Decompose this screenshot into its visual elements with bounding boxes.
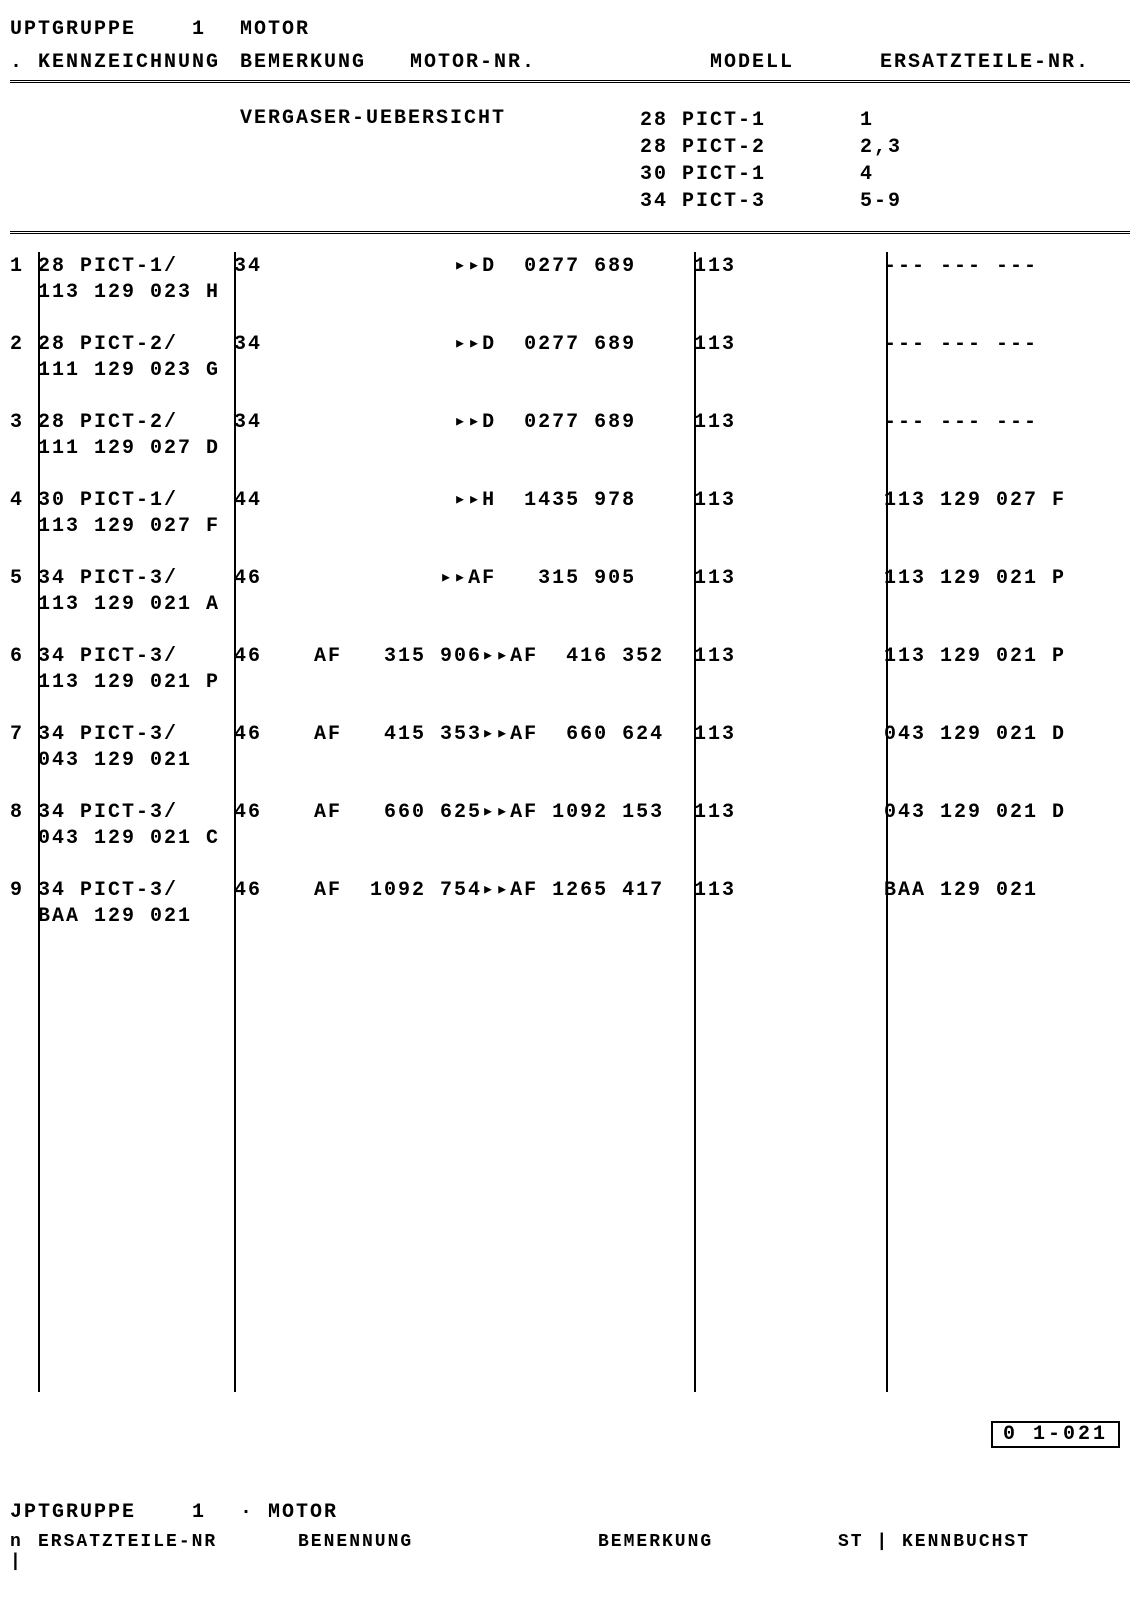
footer-bemerkung: BEMERKUNG — [598, 1532, 838, 1572]
row-modell: 113 — [694, 252, 884, 280]
double-rule — [10, 80, 1130, 83]
row-motor-nr: AF 415 353▸▸AF 660 624 — [314, 720, 694, 748]
row-modell: 113 — [694, 486, 884, 514]
motor-label: MOTOR — [240, 18, 440, 41]
row-ersatzteile: 113 129 021 P — [884, 642, 1094, 670]
row-kennzeichnung: 34 PICT-3/ 043 129 021 — [38, 720, 234, 774]
row-modell: 113 — [694, 720, 884, 748]
row-ersatzteile: 113 129 021 P — [884, 564, 1094, 592]
footer: 0 1-021 JPTGRUPPE 1 · MOTOR n | ERSATZTE… — [10, 1461, 1130, 1572]
footer-motor: · MOTOR — [240, 1501, 440, 1524]
row-motor-nr: ▸▸D 0277 689 — [314, 408, 694, 436]
column-rule — [694, 252, 696, 1392]
row-kennzeichnung: 28 PICT-2/ 111 129 027 D — [38, 408, 234, 462]
row-index: 8 — [10, 798, 38, 826]
uptgruppe-num: 1 — [192, 18, 206, 41]
row-ersatzteile: --- --- --- — [884, 408, 1094, 436]
double-rule-2 — [10, 231, 1130, 234]
row-kennzeichnung: 30 PICT-1/ 113 129 027 F — [38, 486, 234, 540]
row-bemerkung: 44 — [234, 486, 314, 514]
header-row-1: UPTGRUPPE 1 MOTOR — [10, 0, 1130, 41]
table-row: 328 PICT-2/ 111 129 027 D34 ▸▸D 0277 689… — [10, 408, 1130, 486]
overview-ers: 1 2,3 4 5-9 — [860, 107, 1060, 215]
footer-benennung: BENENNUNG — [298, 1532, 598, 1572]
row-kennzeichnung: 28 PICT-2/ 111 129 023 G — [38, 330, 234, 384]
header-row-2: . KENNZEICHNUNG BEMERKUNG MOTOR-NR. MODE… — [10, 51, 1130, 74]
row-modell: 113 — [694, 876, 884, 904]
col-ersatzteile-nr: ERSATZTEILE-NR. — [880, 51, 1110, 74]
table-row: 834 PICT-3/ 043 129 021 C46AF 660 625▸▸A… — [10, 798, 1130, 876]
row-modell: 113 — [694, 330, 884, 358]
row-motor-nr: AF 660 625▸▸AF 1092 153 — [314, 798, 694, 826]
row-bemerkung: 46 — [234, 876, 314, 904]
table-row: 128 PICT-1/ 113 129 023 H34 ▸▸D 0277 689… — [10, 252, 1130, 330]
row-kennzeichnung: 34 PICT-3/ 113 129 021 P — [38, 642, 234, 696]
row-ersatzteile: --- --- --- — [884, 330, 1094, 358]
row-motor-nr: AF 315 906▸▸AF 416 352 — [314, 642, 694, 670]
row-motor-nr: ▸▸D 0277 689 — [314, 252, 694, 280]
row-motor-nr: ▸▸AF 315 905 — [314, 564, 694, 592]
row-kennzeichnung: 34 PICT-3/ BAA 129 021 — [38, 876, 234, 930]
document-page: UPTGRUPPE 1 MOTOR . KENNZEICHNUNG BEMERK… — [0, 0, 1140, 1600]
row-bemerkung: 46 — [234, 720, 314, 748]
row-kennzeichnung: 28 PICT-1/ 113 129 023 H — [38, 252, 234, 306]
row-index: 2 — [10, 330, 38, 358]
table-row: 734 PICT-3/ 043 129 02146AF 415 353▸▸AF … — [10, 720, 1130, 798]
row-ersatzteile: BAA 129 021 — [884, 876, 1094, 904]
row-motor-nr: ▸▸D 0277 689 — [314, 330, 694, 358]
footer-uptgruppe-num: 1 — [192, 1501, 206, 1524]
col-modell: MODELL — [710, 51, 880, 74]
column-rule — [886, 252, 888, 1392]
row-bemerkung: 34 — [234, 330, 314, 358]
row-modell: 113 — [694, 564, 884, 592]
row-index: 7 — [10, 720, 38, 748]
col-motor-nr: MOTOR-NR. — [410, 51, 710, 74]
row-index: 1 — [10, 252, 38, 280]
row-index: 5 — [10, 564, 38, 592]
table-row: 934 PICT-3/ BAA 129 02146AF 1092 754▸▸AF… — [10, 876, 1130, 954]
row-ersatzteile: 113 129 027 F — [884, 486, 1094, 514]
row-bemerkung: 46 — [234, 642, 314, 670]
row-index: 4 — [10, 486, 38, 514]
table-row: 228 PICT-2/ 111 129 023 G34 ▸▸D 0277 689… — [10, 330, 1130, 408]
row-motor-nr: AF 1092 754▸▸AF 1265 417 — [314, 876, 694, 904]
col-kennzeichnung: . KENNZEICHNUNG — [10, 51, 240, 74]
footer-kennbuchst: ST | KENNBUCHST — [838, 1532, 1098, 1572]
row-bemerkung: 46 — [234, 798, 314, 826]
row-ersatzteile: 043 129 021 D — [884, 798, 1094, 826]
row-motor-nr: ▸▸H 1435 978 — [314, 486, 694, 514]
overview-title: VERGASER-UEBERSICHT — [240, 107, 640, 215]
footer-uptgruppe-label: JPTGRUPPE — [10, 1501, 136, 1524]
table-row: 534 PICT-3/ 113 129 021 A46 ▸▸AF 315 905… — [10, 564, 1130, 642]
page-number-box: 0 1-021 — [991, 1421, 1120, 1448]
row-index: 9 — [10, 876, 38, 904]
col-bemerkung: BEMERKUNG — [240, 51, 410, 74]
row-kennzeichnung: 34 PICT-3/ 113 129 021 A — [38, 564, 234, 618]
row-index: 6 — [10, 642, 38, 670]
overview-models: 28 PICT-1 28 PICT-2 30 PICT-1 34 PICT-3 — [640, 107, 860, 215]
row-index: 3 — [10, 408, 38, 436]
uptgruppe-label: UPTGRUPPE — [10, 18, 136, 41]
table-row: 430 PICT-1/ 113 129 027 F44 ▸▸H 1435 978… — [10, 486, 1130, 564]
table-row: 634 PICT-3/ 113 129 021 P46AF 315 906▸▸A… — [10, 642, 1130, 720]
row-ersatzteile: --- --- --- — [884, 252, 1094, 280]
column-rule — [234, 252, 236, 1392]
column-rule — [38, 252, 40, 1392]
parts-table: 128 PICT-1/ 113 129 023 H34 ▸▸D 0277 689… — [10, 252, 1130, 1392]
row-modell: 113 — [694, 798, 884, 826]
row-bemerkung: 46 — [234, 564, 314, 592]
row-modell: 113 — [694, 408, 884, 436]
row-bemerkung: 34 — [234, 252, 314, 280]
row-ersatzteile: 043 129 021 D — [884, 720, 1094, 748]
overview-block: VERGASER-UEBERSICHT 28 PICT-1 28 PICT-2 … — [10, 101, 1130, 221]
footer-ersatzteile: ERSATZTEILE-NR — [38, 1532, 298, 1572]
row-modell: 113 — [694, 642, 884, 670]
row-bemerkung: 34 — [234, 408, 314, 436]
row-kennzeichnung: 34 PICT-3/ 043 129 021 C — [38, 798, 234, 852]
